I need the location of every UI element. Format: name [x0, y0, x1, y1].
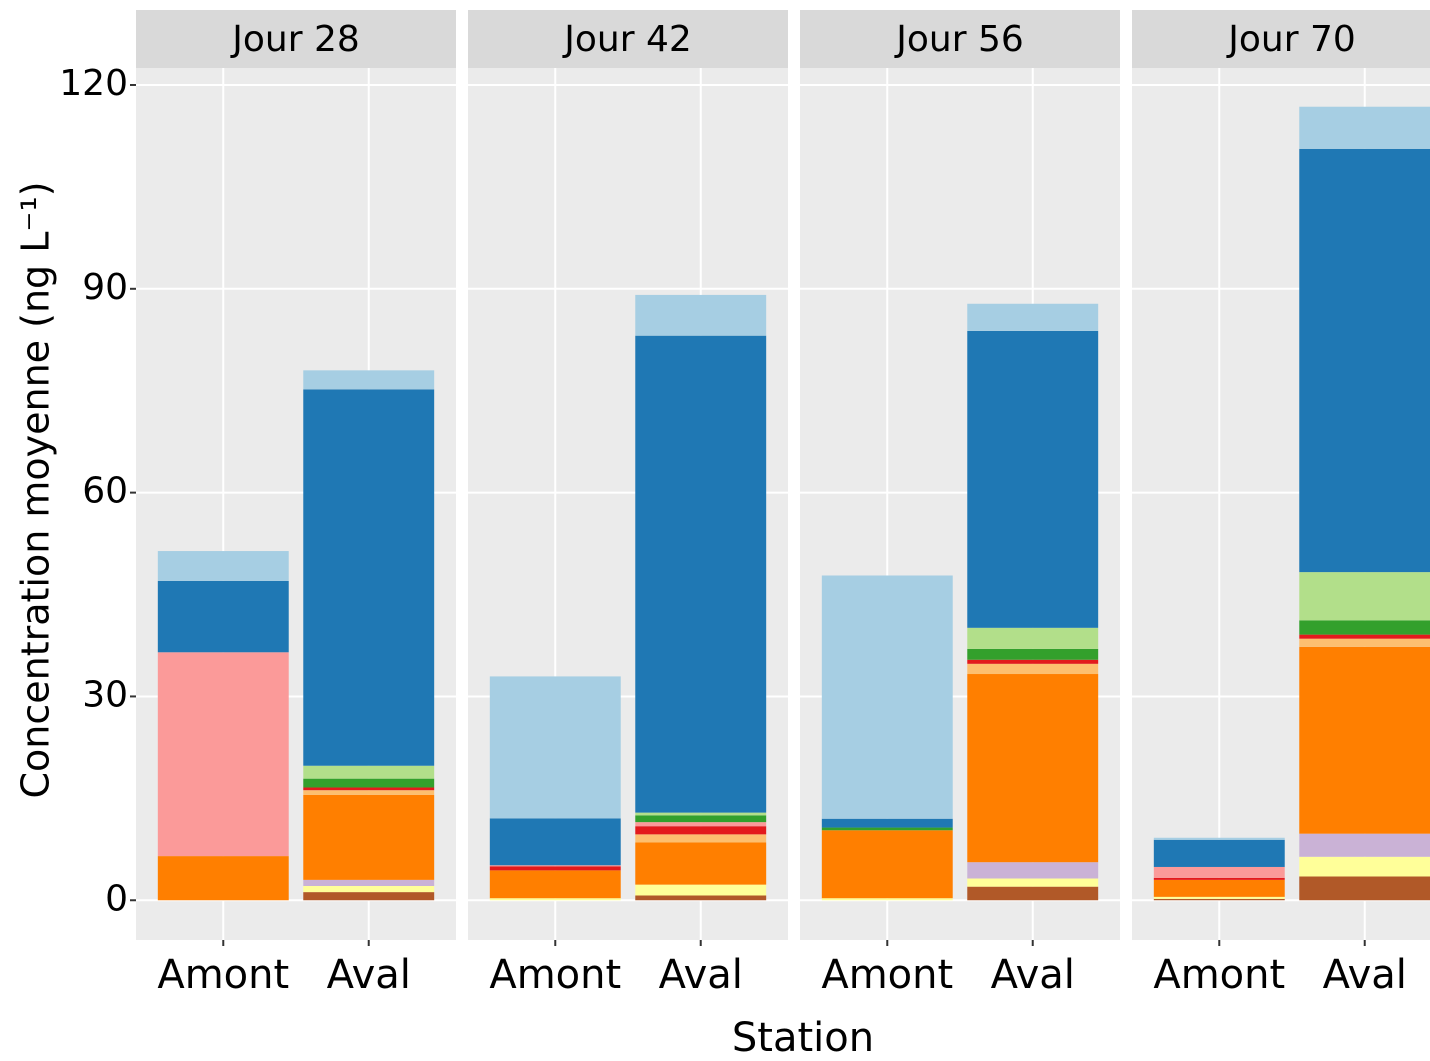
bar-segment: [635, 842, 767, 885]
strip: [1132, 10, 1430, 68]
bar-segment: [303, 778, 435, 788]
bar-segment: [1153, 837, 1285, 840]
bar-segment: [489, 870, 621, 899]
bar-segment: [303, 892, 435, 901]
bar-segment: [489, 898, 621, 901]
bar-segment: [489, 818, 621, 866]
y-tick-label: 0: [105, 878, 128, 919]
y-tick-label: 120: [59, 63, 128, 104]
bar-segment: [635, 895, 767, 901]
bar-segment: [1299, 856, 1430, 877]
bar-segment: [489, 676, 621, 819]
bar-segment: [1153, 898, 1285, 901]
bar-segment: [1299, 646, 1430, 834]
bar-segment: [635, 335, 767, 813]
bar-segment: [303, 885, 435, 893]
bar-segment: [1153, 866, 1285, 878]
facet-title: Jour 42: [562, 19, 692, 60]
bar-segment: [967, 674, 1099, 863]
bar-segment: [635, 822, 767, 827]
x-tick-label: Amont: [1153, 952, 1285, 998]
bar-segment: [635, 294, 767, 336]
strip: [136, 10, 456, 68]
bar-segment: [821, 898, 953, 901]
bar-segment: [967, 648, 1099, 660]
y-axis-title: Concentration moyenne (ng L⁻¹): [14, 181, 58, 798]
bar-segment: [1153, 879, 1285, 897]
bar-segment: [1299, 620, 1430, 635]
bar-segment: [635, 884, 767, 896]
bar-segment: [967, 886, 1099, 901]
bar-segment: [821, 830, 953, 899]
bar-segment: [303, 790, 435, 795]
bar-segment: [157, 652, 289, 857]
bar-segment: [303, 765, 435, 779]
bar-segment: [303, 389, 435, 766]
bar-segment: [967, 627, 1099, 649]
bar-segment: [157, 856, 289, 901]
facet-title: Jour 70: [1226, 19, 1356, 60]
strip: [800, 10, 1120, 68]
bar-segment: [635, 834, 767, 843]
bar-segment: [303, 787, 435, 791]
x-tick-label: Aval: [1323, 952, 1407, 998]
bar-segment: [1299, 634, 1430, 639]
y-tick-label: 30: [82, 674, 128, 715]
bar-segment: [1299, 148, 1430, 573]
bar-segment: [635, 826, 767, 835]
bar-segment: [303, 370, 435, 390]
y-tick-label: 60: [82, 471, 128, 512]
bar-segment: [967, 878, 1099, 887]
bar-segment: [303, 794, 435, 880]
facet-title: Jour 56: [894, 19, 1024, 60]
bar-segment: [1299, 106, 1430, 149]
bar-segment: [489, 865, 621, 867]
bar-segment: [1299, 876, 1430, 901]
x-axis-title: Station: [732, 1015, 874, 1061]
bar-segment: [821, 575, 953, 819]
bar-segment: [303, 879, 435, 886]
bar-segment: [157, 551, 289, 581]
y-tick-label: 90: [82, 267, 128, 308]
bar-segment: [967, 303, 1099, 331]
bar-segment: [967, 659, 1099, 664]
bar-segment: [967, 330, 1099, 628]
bar-segment: [489, 866, 621, 871]
bar-segment: [635, 815, 767, 823]
bar-segment: [157, 580, 289, 653]
bar-segment: [821, 827, 953, 831]
x-tick-label: Aval: [991, 952, 1075, 998]
x-tick-label: Amont: [157, 952, 289, 998]
strip: [468, 10, 788, 68]
bar-segment: [967, 862, 1099, 879]
bar-segment: [1299, 833, 1430, 857]
bar-segment: [967, 663, 1099, 675]
bar-segment: [635, 812, 767, 816]
x-tick-label: Aval: [659, 952, 743, 998]
bar-segment: [1299, 638, 1430, 647]
bar-segment: [821, 818, 953, 828]
x-tick-label: Aval: [327, 952, 411, 998]
bar-segment: [1153, 839, 1285, 867]
x-tick-label: Amont: [821, 952, 953, 998]
x-tick-label: Amont: [489, 952, 621, 998]
bar-segment: [1153, 896, 1285, 899]
facet-title: Jour 28: [230, 19, 360, 60]
bar-segment: [1153, 877, 1285, 880]
bar-segment: [1299, 572, 1430, 621]
